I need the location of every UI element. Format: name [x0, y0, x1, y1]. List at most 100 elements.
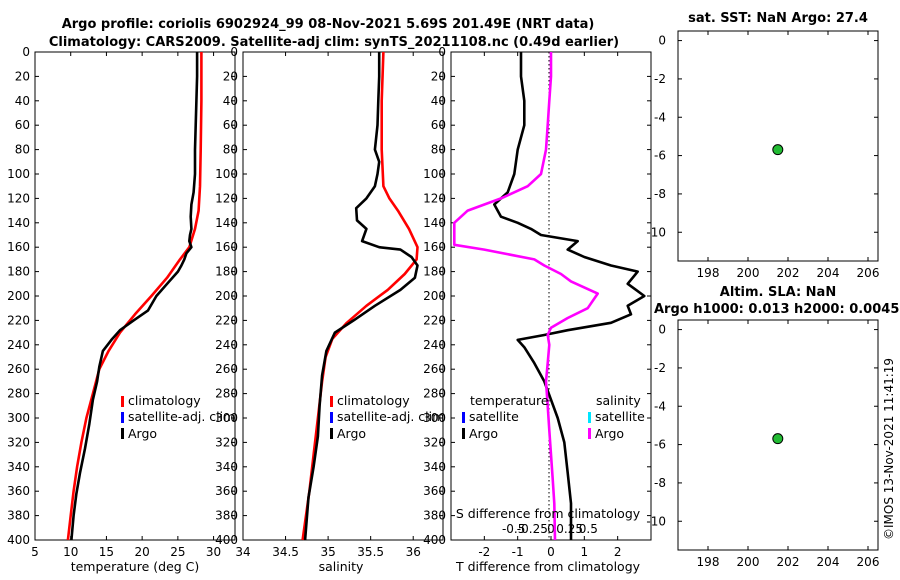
depth-tick-label: 100: [423, 167, 446, 181]
map-y-tick-label: -8: [654, 187, 666, 201]
sst-map-title: sat. SST: NaN Argo: 27.4: [688, 11, 868, 26]
map-x-tick-label: 202: [777, 555, 800, 569]
depth-tick-label: 100: [215, 167, 238, 181]
temperature-axes: [34, 51, 236, 541]
difference-plot: 0204060801001201401601802002202402602803…: [423, 45, 651, 559]
depth-tick-label: 60: [431, 118, 446, 132]
depth-tick-label: 240: [423, 338, 446, 352]
legend-label-t-satellite: satellite: [469, 409, 519, 424]
depth-tick-label: 400: [215, 533, 238, 547]
depth-tick-label: 80: [431, 143, 446, 157]
depth-tick-label: 240: [215, 338, 238, 352]
map-y-tick-label: 0: [658, 34, 666, 48]
legend-label-argo: Argo: [337, 426, 366, 441]
legend-label-s-argo: Argo: [595, 426, 624, 441]
series-line-s-difference-argo: [453, 52, 599, 541]
depth-tick-label: 120: [7, 191, 30, 205]
legend-label-satellite: satellite-adj. clim: [128, 409, 235, 424]
x-tick-label: 10: [63, 545, 78, 559]
depth-tick-label: 280: [215, 387, 238, 401]
depth-tick-label: 280: [423, 387, 446, 401]
map-x-tick-label: 198: [697, 266, 720, 280]
argo-position-marker: [772, 433, 784, 445]
legend-label-satellite: satellite-adj. clim: [337, 409, 444, 424]
s-diff-tick-label: 0: [547, 522, 555, 536]
depth-tick-label: 280: [7, 387, 30, 401]
sst-map-axes: [677, 30, 879, 262]
depth-tick-label: 260: [215, 362, 238, 376]
map-y-tick-label: -2: [654, 361, 666, 375]
depth-tick-label: 0: [230, 45, 238, 59]
x-tick-label: 34: [235, 545, 250, 559]
depth-tick-label: 380: [215, 509, 238, 523]
legend-title-temperature: temperature: [470, 393, 549, 408]
s-diff-tick-label: 0.25: [556, 522, 583, 536]
sla-map-plot: 198 200 202 204 206 0 -2 -4 -6 -8 -10: [646, 320, 879, 569]
sst-map-plot: 198 200 202 204 206 0 -2 -4 -6 -8 -10: [646, 31, 879, 280]
x-tick-label: -2: [478, 545, 490, 559]
depth-tick-label: 340: [7, 460, 30, 474]
legend-swatch-climatology: [121, 396, 124, 407]
depth-tick-label: 200: [423, 289, 446, 303]
x-tick-label: 0: [547, 545, 555, 559]
map-x-tick-label: 204: [817, 555, 840, 569]
depth-tick-label: 60: [15, 118, 30, 132]
temperature-plot: 0204060801001201401601802002202402602803…: [7, 45, 235, 559]
map-y-tick-label: -4: [654, 399, 666, 413]
depth-tick-label: 220: [215, 313, 238, 327]
legend-swatch-t-satellite: [462, 412, 465, 423]
depth-tick-label: 300: [215, 411, 238, 425]
depth-tick-label: 180: [423, 265, 446, 279]
depth-tick-label: 320: [7, 435, 30, 449]
map-y-tick-label: -10: [646, 225, 666, 239]
main-title-line2: Climatology: CARS2009. Satellite-adj cli…: [49, 35, 619, 50]
depth-tick-label: 0: [438, 45, 446, 59]
x-tick-label: -1: [512, 545, 524, 559]
depth-tick-label: 160: [423, 240, 446, 254]
legend-title-salinity: salinity: [596, 393, 641, 408]
depth-tick-label: 180: [215, 265, 238, 279]
depth-tick-label: 20: [223, 69, 238, 83]
legend-swatch-t-argo: [462, 428, 465, 439]
depth-tick-label: 60: [223, 118, 238, 132]
x-tick-label: 35: [320, 545, 335, 559]
depth-tick-label: 20: [15, 69, 30, 83]
sla-map-title: Altim. SLA: NaN: [720, 285, 836, 300]
depth-tick-label: 300: [7, 411, 30, 425]
s-diff-tick-label: -0.5: [502, 522, 525, 536]
legend-swatch-climatology: [330, 396, 333, 407]
depth-tick-label: 320: [423, 435, 446, 449]
difference-xlabel: T difference from climatology: [455, 559, 641, 574]
legend-swatch-s-satellite: [588, 412, 591, 423]
legend-label-argo: Argo: [128, 426, 157, 441]
map-y-tick-label: 0: [658, 323, 666, 337]
x-tick-label: 1: [581, 545, 589, 559]
map-x-tick-label: 198: [697, 555, 720, 569]
depth-tick-label: 240: [7, 338, 30, 352]
sla-map-axes: [677, 319, 879, 551]
salinity-xlabel: salinity: [319, 559, 364, 574]
depth-tick-label: 40: [223, 94, 238, 108]
legend-swatch-satellite: [330, 412, 333, 423]
salinity-axes: [242, 51, 444, 541]
legend-swatch-argo: [121, 428, 124, 439]
series-line-argo: [303, 52, 419, 541]
depth-tick-label: 340: [423, 460, 446, 474]
depth-tick-label: 260: [7, 362, 30, 376]
x-tick-label: 36: [406, 545, 421, 559]
depth-tick-label: 380: [7, 509, 30, 523]
depth-tick-label: 220: [423, 313, 446, 327]
map-y-tick-label: -4: [654, 110, 666, 124]
legend-swatch-satellite: [121, 412, 124, 423]
map-y-tick-label: -6: [654, 149, 666, 163]
x-tick-label: 30: [206, 545, 221, 559]
depth-tick-label: 20: [431, 69, 446, 83]
depth-tick-label: 160: [7, 240, 30, 254]
depth-tick-label: 220: [7, 313, 30, 327]
map-y-tick-label: -6: [654, 438, 666, 452]
depth-tick-label: 260: [423, 362, 446, 376]
map-x-tick-label: 206: [857, 266, 880, 280]
depth-tick-label: 360: [215, 484, 238, 498]
x-tick-label: 25: [170, 545, 185, 559]
